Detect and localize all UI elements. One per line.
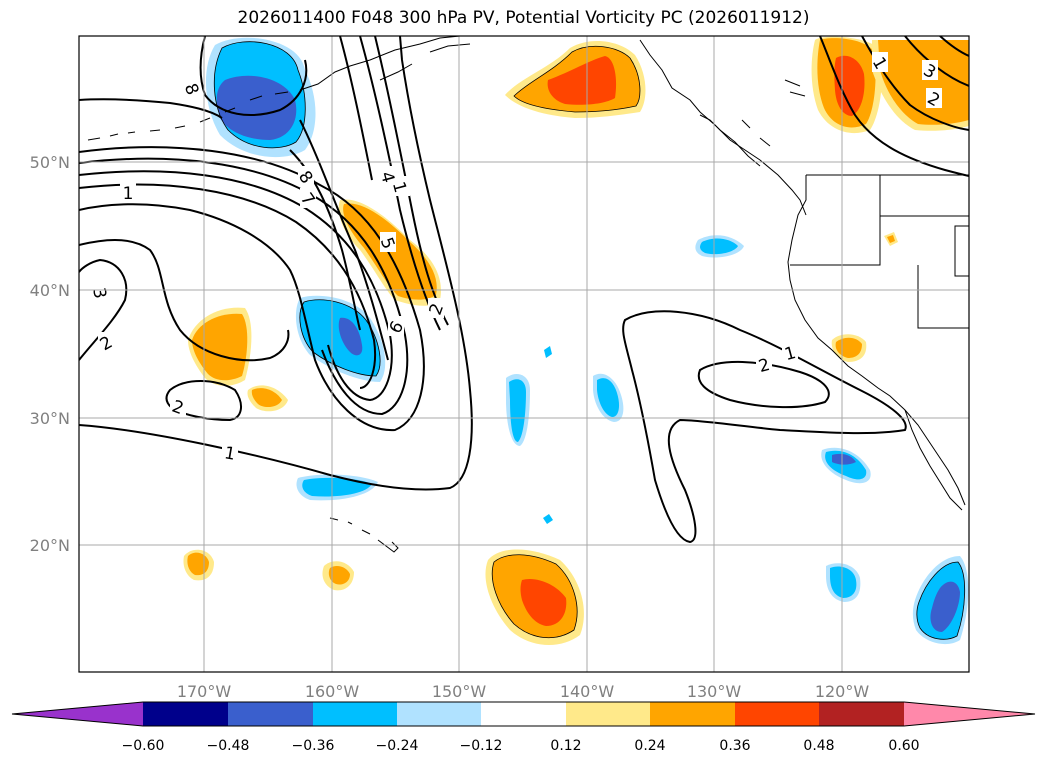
contour-label-bg — [92, 52, 942, 462]
contour-label: 1 — [782, 343, 798, 365]
colorbar-tick: 0.24 — [634, 738, 665, 754]
colorbar-tick: −0.48 — [207, 738, 250, 754]
lat-label-20n: 20°N — [30, 536, 70, 555]
colorbar-arrow-right — [904, 702, 1035, 726]
lon-label-130w: 130°W — [687, 682, 742, 701]
pv-positive-region — [878, 40, 969, 125]
lat-label-50n: 50°N — [30, 153, 70, 172]
pv-contour-10 — [339, 36, 373, 181]
colorbar-tick: −0.60 — [122, 738, 165, 754]
pv-contour-6 — [299, 119, 389, 361]
aleutian-islands — [87, 91, 289, 141]
lon-label-120w: 120°W — [815, 682, 870, 701]
pv-positive-region — [547, 56, 617, 105]
colorbar-segment — [228, 702, 313, 726]
pv-negative-region — [299, 299, 381, 376]
colorbar-tick: −0.12 — [460, 738, 503, 754]
pv-positive-region — [192, 313, 248, 381]
pv-negative-region — [830, 566, 857, 598]
pv-contour-9 — [374, 36, 449, 326]
bc-islands — [699, 79, 806, 167]
colorbar-tick: 0.48 — [803, 738, 834, 754]
pv-negative-region — [597, 378, 620, 417]
colorbar-segment — [819, 702, 904, 726]
us-west-coastline — [787, 175, 966, 506]
pv-contour-4 — [79, 170, 393, 402]
pv-negative-region — [509, 379, 526, 442]
colorbar-segment — [481, 702, 566, 726]
map-title: 2026011400 F048 300 hPa PV, Potential Vo… — [237, 8, 810, 28]
colorbar-segment — [313, 702, 397, 726]
pv-positive-region — [251, 388, 282, 408]
pv-contour-13 — [79, 239, 290, 362]
pv-negative-region — [544, 346, 552, 358]
pv-negative-region — [930, 581, 960, 632]
lon-label-140w: 140°W — [560, 682, 615, 701]
pv-positive-region — [887, 235, 895, 243]
hawaiian-islands — [329, 517, 399, 553]
colorbar-segment — [735, 702, 819, 726]
contour-label: 4 — [376, 169, 398, 185]
colorbar-segment — [566, 702, 650, 726]
pv-negative-region — [338, 317, 363, 356]
lat-label-30n: 30°N — [30, 409, 70, 428]
pv-negative-region — [302, 477, 372, 497]
alaska-coastline — [299, 36, 471, 91]
map-border — [78, 35, 970, 673]
pv-contour-1 — [79, 36, 473, 491]
contour-label: 1 — [223, 443, 237, 465]
colorbar-tick: 0.12 — [550, 738, 581, 754]
pv-contour-18 — [819, 36, 969, 177]
pv-contour-3 — [79, 157, 409, 416]
colorbar-tick: −0.24 — [376, 738, 419, 754]
pv-negative-region — [700, 238, 738, 255]
contour-label: 1 — [123, 184, 134, 204]
state-border — [790, 175, 969, 329]
colorbar: −0.60 −0.48 −0.36 −0.24 −0.12 0.12 0.24 … — [11, 701, 1036, 754]
colorbar-tick: 0.36 — [719, 738, 750, 754]
pv-contour-15 — [165, 380, 242, 422]
pv-contour-8 — [359, 36, 441, 331]
lon-label-170w: 170°W — [177, 682, 232, 701]
colorbar-tick: 0.60 — [888, 738, 919, 754]
pv-contour-21 — [939, 36, 969, 57]
contour-label: 2 — [756, 355, 772, 377]
contour-label: 1 — [388, 179, 410, 195]
pv-negative-region — [832, 453, 856, 465]
pv-contour-12 — [79, 98, 223, 119]
colorbar-tick: −0.36 — [292, 738, 335, 754]
pv-contour-17 — [697, 360, 830, 409]
pv-positive-region — [520, 578, 567, 626]
coastline-layer — [87, 36, 969, 553]
pv-contour-2 — [79, 146, 425, 432]
pv-contour-5 — [79, 183, 376, 389]
colorbar-segment — [397, 702, 481, 726]
pv-positive-region — [328, 566, 350, 585]
lat-label-40n: 40°N — [30, 281, 70, 300]
pv-negative-region — [216, 75, 297, 140]
colorbar-segment — [650, 702, 735, 726]
colorbar-segment — [143, 702, 228, 726]
colorbar-arrow-left — [12, 702, 143, 726]
baja-coastline — [904, 409, 963, 511]
lon-label-150w: 150°W — [432, 682, 487, 701]
lon-label-160w: 160°W — [305, 682, 360, 701]
gridlines — [79, 36, 969, 672]
pv-contour-11 — [199, 36, 308, 116]
pv-negative-region — [543, 514, 553, 524]
